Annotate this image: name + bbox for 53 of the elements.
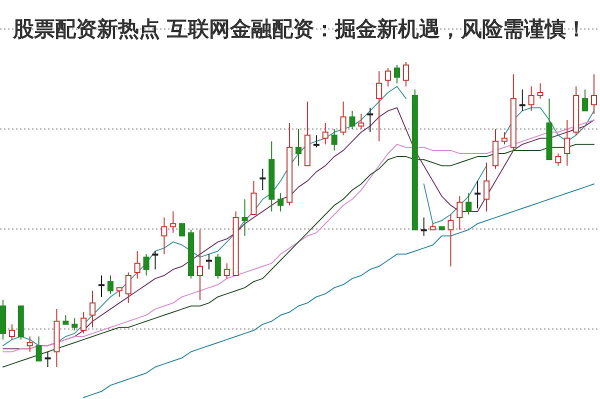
candlestick (197, 229, 203, 300)
candlestick (591, 74, 597, 114)
candlestick (8, 324, 15, 340)
candlestick (322, 122, 328, 145)
candlestick (26, 336, 33, 352)
candlestick (376, 70, 382, 142)
candlestick (214, 254, 221, 280)
candlestick (349, 110, 356, 130)
candlestick (260, 168, 266, 191)
candlestick (72, 318, 78, 331)
candlestick (44, 351, 51, 368)
candlestick (313, 134, 320, 148)
candlestick (134, 250, 140, 280)
candlestick (278, 192, 284, 212)
candlestick (161, 217, 168, 255)
candlestick (242, 198, 248, 236)
candlestick (152, 250, 158, 270)
candlestick (448, 214, 454, 267)
candlestick (90, 290, 96, 328)
candlestick (250, 180, 257, 215)
candlestick (537, 82, 544, 100)
candlestick (296, 128, 302, 166)
candlestick (564, 119, 570, 166)
candlestick (116, 287, 122, 298)
candlestick (555, 153, 562, 166)
candlestick (98, 275, 104, 298)
candlestick (501, 132, 508, 145)
candlestick (125, 272, 132, 304)
candlestick (358, 113, 364, 130)
candlestick (394, 64, 400, 84)
candlestick (340, 101, 346, 136)
candlestick (36, 336, 42, 362)
candlestick (402, 62, 409, 87)
candlestick (385, 68, 392, 87)
candlestick (519, 88, 526, 112)
candlestick (528, 86, 534, 112)
candlestick (420, 217, 427, 236)
candlestick (170, 210, 176, 234)
chart-title: 股票配资新热点 互联网金融配资：掘金新机遇，风险需谨慎！ (12, 16, 588, 42)
candlestick (582, 88, 588, 112)
candlestick (179, 223, 186, 236)
candlestick (224, 262, 230, 280)
candlestick (367, 107, 374, 133)
candlestick (143, 254, 150, 276)
candlestick (466, 192, 472, 215)
candlestick (62, 314, 69, 325)
candlestick (484, 162, 490, 212)
candlestick (80, 312, 87, 334)
candlestick (456, 196, 463, 230)
candlestick (107, 275, 114, 294)
candlestick (331, 128, 338, 151)
candlestick (474, 180, 481, 209)
candlestick (206, 254, 212, 270)
